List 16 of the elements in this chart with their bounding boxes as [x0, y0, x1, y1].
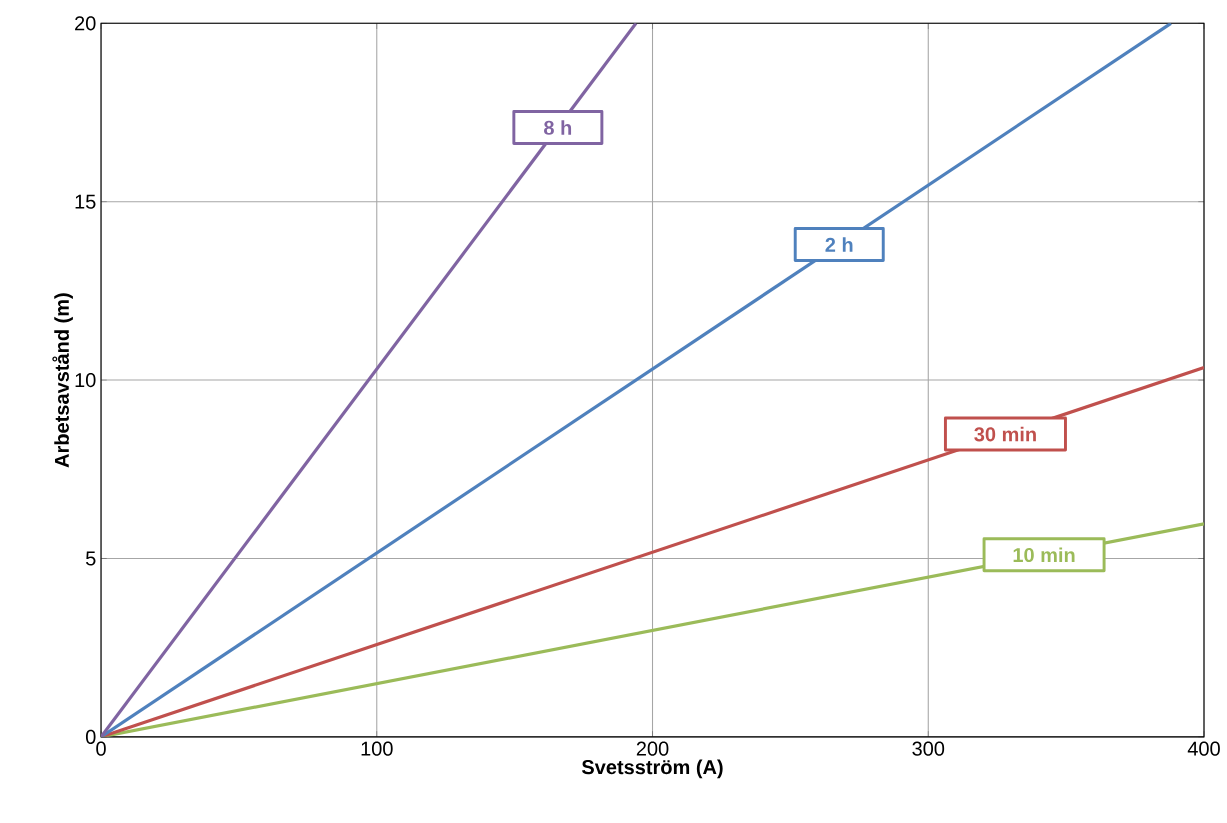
x-tick-label: 400 [1187, 741, 1220, 756]
y-tick-label: 20 [75, 16, 96, 31]
x-tick-label: 0 [96, 741, 106, 756]
y-tick-label: 15 [75, 194, 96, 209]
series-label: 10 min [1013, 547, 1075, 563]
y-tick-label: 10 [75, 373, 96, 388]
x-axis-title: Svetsström (A) [581, 759, 723, 779]
x-tick-label: 300 [912, 741, 945, 756]
series-label: 30 min [974, 426, 1036, 442]
y-axis-title: Arbetsavstånd (m) [52, 293, 73, 468]
y-tick-label: 5 [85, 551, 96, 566]
x-tick-label: 100 [361, 741, 393, 756]
series-label: 8 h [544, 120, 572, 135]
x-tick-label: 200 [636, 741, 669, 756]
series-label: 2 h [825, 237, 853, 252]
y-tick-label: 0 [85, 729, 96, 744]
